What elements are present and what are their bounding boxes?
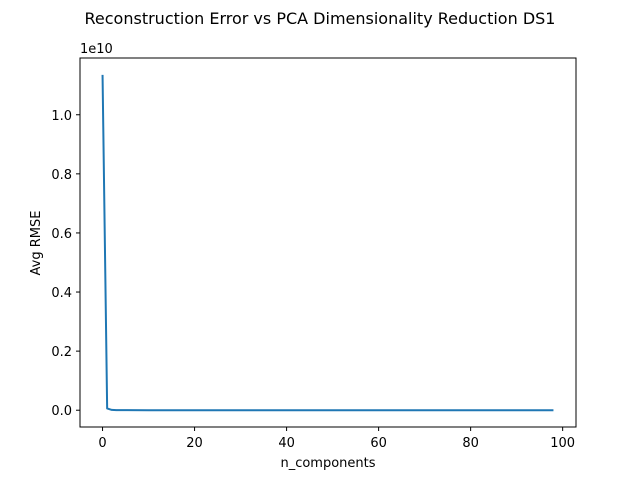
- x-tick-label: 0: [98, 436, 106, 451]
- x-tick-label: 20: [186, 436, 203, 451]
- y-tick-label: 0.8: [51, 168, 72, 183]
- plot-area: 0 20 40 60 80 100 0.0 0.2 0.4 0.6 0.8 1.0: [51, 57, 577, 451]
- x-tick-label: 100: [550, 436, 575, 451]
- x-axis-label: n_components: [280, 456, 375, 471]
- series-line: [101, 74, 554, 412]
- x-tick-label: 80: [462, 436, 479, 451]
- y-tick-label: 0.6: [51, 227, 72, 242]
- x-tick-label: 40: [278, 436, 295, 451]
- y-tick-label: 0.2: [51, 345, 72, 360]
- y-tick-label: 1.0: [51, 109, 72, 124]
- x-tick-label: 60: [370, 436, 387, 451]
- y-tick-label: 0.4: [51, 286, 72, 301]
- y-axis-label: Avg RMSE: [29, 211, 44, 276]
- y-offset-label: 1e10: [80, 42, 113, 57]
- chart-title: Reconstruction Error vs PCA Dimensionali…: [85, 9, 556, 28]
- y-tick-label: 0.0: [51, 404, 72, 419]
- plot-frame: [79, 57, 577, 428]
